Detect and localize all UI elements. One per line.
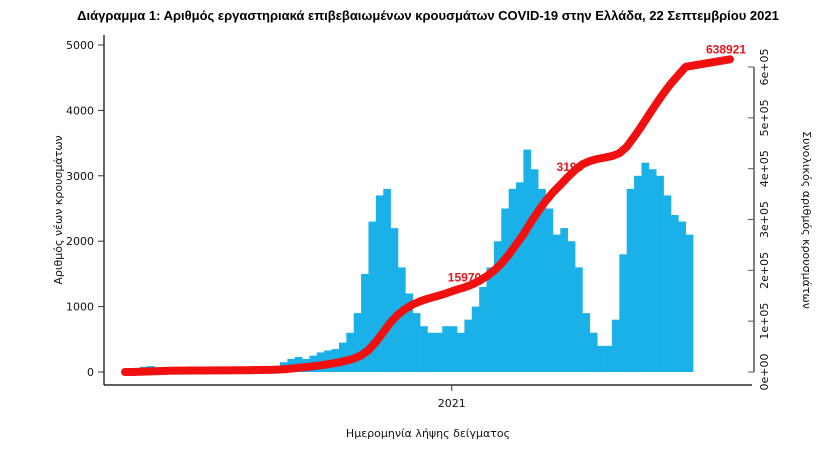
annotations: 15970 3196 638921 [448, 42, 747, 284]
bar [670, 215, 679, 372]
bar [508, 188, 517, 372]
bar [486, 267, 495, 372]
bar [545, 208, 554, 372]
axes: 0 1000 2000 3000 4000 5000 0e+00 1e+05 2e+05 3e+0… [66, 35, 771, 410]
bar [678, 221, 687, 372]
bar [361, 273, 369, 372]
bar [567, 241, 576, 372]
bar [464, 319, 473, 372]
bar [397, 267, 406, 372]
bar [663, 195, 672, 372]
y2-tick-label: 4e+05 [758, 150, 771, 187]
y-tick-label: 2000 [66, 235, 94, 248]
bar [493, 241, 502, 372]
y-tick-label: 5000 [66, 39, 94, 52]
y-axis-label: Αριθμός νέων κρουσμάτων [52, 135, 65, 284]
y-tick-label: 0 [87, 366, 94, 379]
bar [479, 286, 487, 372]
bar [434, 332, 443, 372]
bar [427, 332, 436, 372]
bar [626, 188, 635, 372]
bar [471, 306, 480, 372]
x-tick-label: 2021 [438, 397, 466, 410]
bar [619, 254, 628, 372]
bar [648, 169, 657, 372]
y2-axis-label: Συνολικός αριθμός κρουσμάτων [800, 131, 813, 309]
bar [338, 342, 347, 372]
y-tick-label: 4000 [66, 104, 94, 117]
cumulative-annotation: 3196 [557, 160, 584, 174]
bar [346, 332, 355, 372]
y2-tick-label: 1e+05 [758, 303, 771, 340]
bar [641, 162, 650, 372]
bar [420, 326, 428, 372]
bar [560, 228, 568, 372]
cumulative-annotation: 638921 [706, 42, 746, 56]
y2-tick-label: 6e+05 [758, 49, 771, 86]
bar [501, 208, 509, 372]
cumulative-annotation: 15970 [448, 270, 482, 284]
bar [412, 313, 421, 372]
bar [538, 188, 546, 372]
bar [383, 188, 391, 372]
y-tick-label: 3000 [66, 170, 94, 183]
bar [582, 313, 591, 372]
bar [604, 345, 613, 372]
bar [611, 319, 620, 372]
bar [589, 332, 598, 372]
cumulative-line [121, 55, 734, 376]
bar [530, 169, 539, 372]
bar [656, 175, 664, 372]
bar [575, 267, 583, 372]
bar [516, 182, 524, 372]
bar [685, 234, 694, 372]
y2-tick-label: 3e+05 [758, 201, 771, 238]
x-axis-label: Ημερομηνία λήψης δείγματος [346, 427, 510, 440]
bar [442, 326, 450, 372]
bar [634, 175, 642, 372]
y2-tick-label: 2e+05 [758, 252, 771, 289]
bar [597, 345, 605, 372]
bar [368, 221, 377, 372]
bar [449, 326, 458, 372]
bar [353, 313, 362, 372]
y-tick-label: 1000 [66, 301, 94, 314]
bar [390, 228, 399, 372]
bar [457, 332, 465, 372]
y2-tick-label: 0e+00 [758, 354, 771, 391]
bar-series [125, 149, 694, 372]
bar [375, 195, 384, 372]
chart-title: Διάγραμμα 1: Αριθμός εργαστηριακά επιβεβ… [77, 8, 779, 23]
bar [523, 149, 532, 372]
y2-tick-label: 5e+05 [758, 99, 771, 136]
bar [405, 293, 414, 372]
bar [552, 234, 561, 372]
